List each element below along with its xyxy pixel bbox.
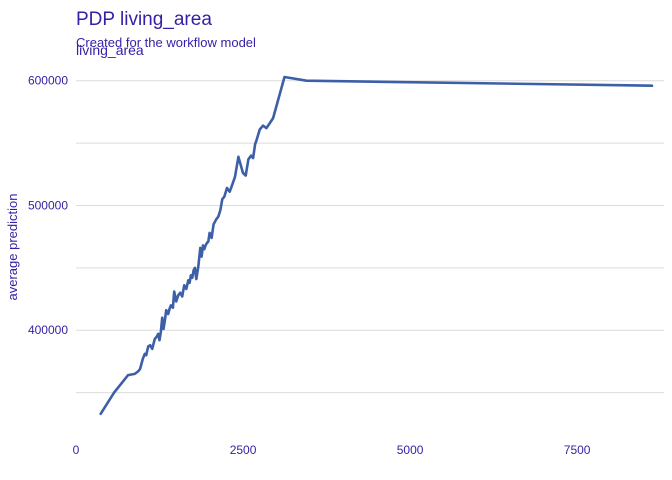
x-tick-label-1: 2500 <box>230 443 257 457</box>
y-tick-label-2: 600000 <box>28 74 68 88</box>
x-tick-label-3: 7500 <box>564 443 591 457</box>
chart-title: PDP living_area <box>76 9 212 30</box>
panel-label: living_area <box>76 42 144 58</box>
y-tick-labels: 400000 500000 600000 <box>28 74 68 337</box>
x-tick-label-0: 0 <box>73 443 80 457</box>
series-layer <box>99 75 654 416</box>
y-axis-title: average prediction <box>5 194 20 301</box>
gridlines <box>76 80 664 394</box>
chart-subtitle: Created for the workflow model <box>76 35 256 50</box>
x-tick-labels: 0 2500 5000 7500 <box>73 443 591 457</box>
y-tick-label-1: 500000 <box>28 198 68 212</box>
y-tick-label-0: 400000 <box>28 323 68 337</box>
series-line-0 <box>99 75 654 416</box>
x-tick-label-2: 5000 <box>397 443 424 457</box>
